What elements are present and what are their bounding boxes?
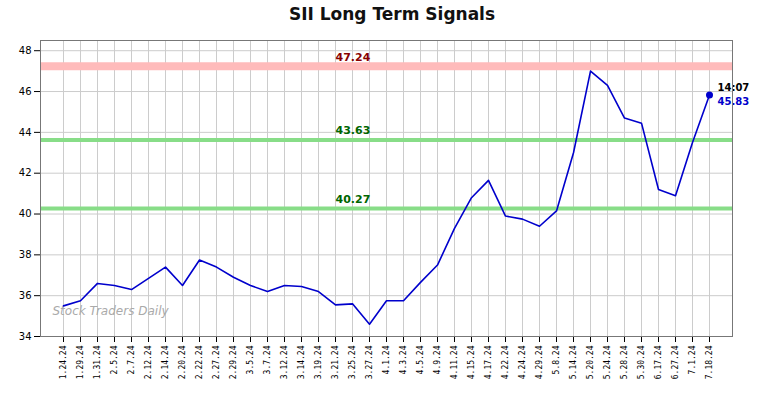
svg-text:4.5.24: 4.5.24	[416, 345, 425, 374]
svg-text:4.24.24: 4.24.24	[518, 345, 527, 379]
svg-text:7.18.24: 7.18.24	[705, 345, 714, 379]
svg-text:2.27.24: 2.27.24	[212, 345, 221, 379]
svg-text:1.31.24: 1.31.24	[93, 345, 102, 379]
svg-text:4.29.24: 4.29.24	[535, 345, 544, 379]
svg-text:3.27.24: 3.27.24	[365, 345, 374, 379]
svg-text:40.27: 40.27	[336, 193, 371, 206]
svg-text:4.1.24: 4.1.24	[382, 345, 391, 374]
svg-text:4.11.24: 4.11.24	[450, 345, 459, 379]
svg-text:3.12.24: 3.12.24	[280, 345, 289, 379]
svg-text:46: 46	[19, 86, 32, 97]
svg-text:5.28.24: 5.28.24	[620, 345, 629, 379]
svg-text:5.24.24: 5.24.24	[603, 345, 612, 379]
svg-text:5.8.24: 5.8.24	[552, 345, 561, 374]
svg-text:44: 44	[19, 127, 32, 138]
svg-text:2.7.24: 2.7.24	[127, 345, 136, 374]
svg-text:3.21.24: 3.21.24	[331, 345, 340, 379]
svg-text:45.83: 45.83	[718, 96, 750, 107]
svg-text:4.3.24: 4.3.24	[399, 345, 408, 374]
svg-text:7.1.24: 7.1.24	[688, 345, 697, 374]
svg-text:2.22.24: 2.22.24	[195, 345, 204, 379]
svg-text:38: 38	[19, 249, 32, 260]
svg-text:6.17.24: 6.17.24	[654, 345, 663, 379]
svg-text:4.15.24: 4.15.24	[467, 345, 476, 379]
svg-text:2.12.24: 2.12.24	[144, 345, 153, 379]
svg-text:3.25.24: 3.25.24	[348, 345, 357, 379]
svg-text:3.14.24: 3.14.24	[297, 345, 306, 379]
svg-text:5.14.24: 5.14.24	[569, 345, 578, 379]
svg-text:4.9.24: 4.9.24	[433, 345, 442, 374]
svg-text:34: 34	[19, 331, 32, 342]
svg-text:4.17.24: 4.17.24	[484, 345, 493, 379]
svg-text:4.22.24: 4.22.24	[501, 345, 510, 379]
svg-text:1.24.24: 1.24.24	[59, 345, 68, 379]
svg-text:40: 40	[19, 208, 32, 219]
svg-text:43.63: 43.63	[336, 124, 371, 137]
svg-text:2.14.24: 2.14.24	[161, 345, 170, 379]
svg-text:47.24: 47.24	[336, 51, 371, 64]
svg-text:3.7.24: 3.7.24	[263, 345, 272, 374]
svg-text:2.29.24: 2.29.24	[229, 345, 238, 379]
svg-text:2.5.24: 2.5.24	[110, 345, 119, 374]
svg-text:6.27.24: 6.27.24	[671, 345, 680, 379]
svg-text:42: 42	[19, 167, 32, 178]
svg-text:1.29.24: 1.29.24	[76, 345, 85, 379]
svg-text:5.20.24: 5.20.24	[586, 345, 595, 379]
svg-text:36: 36	[19, 290, 32, 301]
svg-text:3.5.24: 3.5.24	[246, 345, 255, 374]
svg-text:Stock Traders Daily: Stock Traders Daily	[53, 304, 170, 318]
svg-text:14:07: 14:07	[718, 82, 750, 93]
svg-text:3.19.24: 3.19.24	[314, 345, 323, 379]
svg-text:2.20.24: 2.20.24	[178, 345, 187, 379]
svg-text:48: 48	[19, 45, 32, 56]
svg-text:5.30.24: 5.30.24	[637, 345, 646, 379]
html-text:SII Long Term Signals: SII Long Term Signals	[288, 4, 496, 24]
